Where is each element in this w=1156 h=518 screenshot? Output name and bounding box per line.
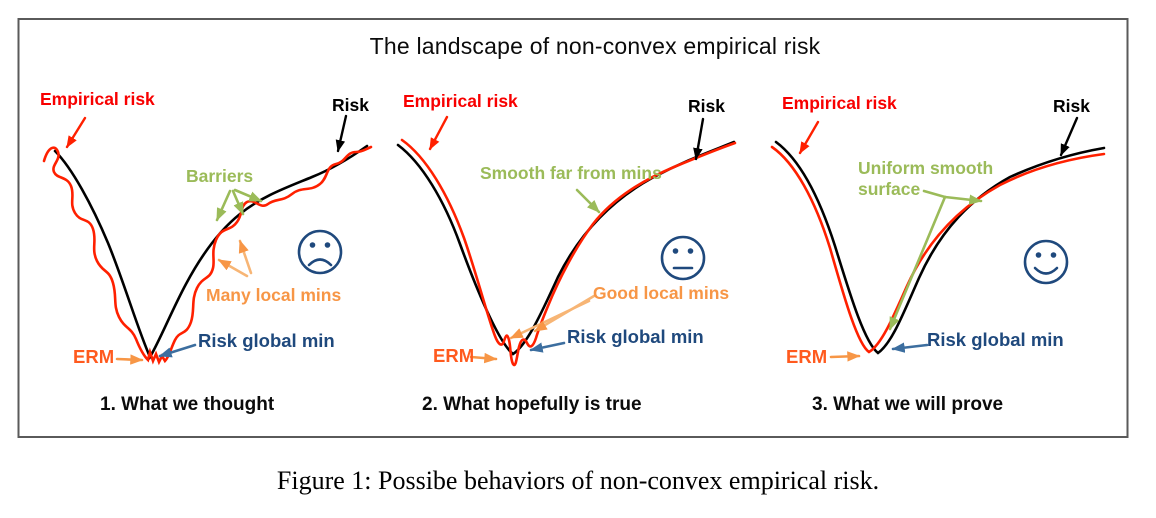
empirical-risk-curve-1 — [42, 145, 373, 366]
empirical-risk-arrow-1 — [65, 116, 87, 149]
erm-label-1: ERM — [73, 346, 115, 367]
empirical-risk-label-3: Empirical risk — [782, 93, 897, 113]
risk-curve-1 — [53, 144, 369, 360]
smooth-far-arrow — [575, 188, 601, 214]
empirical-risk-curve-3 — [770, 145, 1106, 354]
risk-global-min-label-1: Risk global min — [198, 330, 335, 351]
risk-label-1: Risk — [332, 95, 369, 115]
erm-arrow-3 — [829, 351, 861, 362]
good-local-mins-arrow-b — [533, 294, 596, 333]
figure-title: The landscape of non-convex empirical ri… — [369, 33, 821, 59]
panel-3-caption: 3. What we will prove — [812, 394, 1004, 415]
panel-2-caption: 2. What hopefully is true — [422, 394, 642, 415]
risk-label-2: Risk — [688, 96, 725, 116]
figure-caption: Figure 1: Possibe behaviors of non-conve… — [276, 466, 880, 495]
risk-global-min-arrow-2 — [529, 341, 566, 353]
many-local-mins-label: Many local mins — [206, 285, 342, 305]
figure-border — [17, 18, 1129, 438]
happy-face-icon — [1023, 239, 1069, 285]
many-local-mins-arrow-a — [217, 258, 249, 278]
panel-1-caption: 1. What we thought — [100, 394, 275, 415]
uniform-smooth-surface-label: Uniform smooth surface — [858, 158, 994, 200]
sad-face-icon — [297, 229, 343, 275]
risk-global-min-arrow-1 — [158, 343, 197, 358]
barriers-label: Barriers — [186, 166, 254, 186]
uniform-smooth-arrow-b — [943, 194, 983, 205]
panel-2-art — [396, 115, 737, 367]
risk-global-min-arrow-3 — [891, 342, 929, 353]
empirical-risk-curve-2 — [400, 138, 737, 367]
erm-arrow-1 — [115, 354, 144, 365]
uniform-smooth-connector — [922, 189, 947, 199]
barriers-arrow-b — [231, 189, 245, 216]
risk-label-3: Risk — [1053, 96, 1090, 116]
erm-arrow-2 — [469, 352, 498, 364]
erm-label-2: ERM — [433, 345, 475, 366]
risk-global-min-label-3: Risk global min — [927, 329, 1064, 350]
good-local-mins-label: Good local mins — [593, 283, 730, 303]
empirical-risk-label-2: Empirical risk — [403, 91, 518, 111]
empirical-risk-label-1: Empirical risk — [40, 89, 155, 109]
panel-3-art — [770, 116, 1106, 362]
smooth-far-from-mins-label: Smooth far from mins — [480, 163, 662, 183]
panel-1-art — [42, 114, 373, 366]
barriers-arrow-c — [233, 188, 263, 203]
many-local-mins-arrow-b — [238, 239, 253, 275]
risk-arrow-3 — [1059, 116, 1079, 157]
erm-label-3: ERM — [786, 346, 828, 367]
risk-global-min-label-2: Risk global min — [567, 326, 704, 347]
risk-arrow-2 — [693, 117, 705, 161]
barriers-arrow-a — [215, 189, 232, 222]
risk-arrow-1 — [335, 114, 348, 153]
uniform-smooth-arrow-a — [888, 195, 947, 331]
empirical-risk-arrow-2 — [428, 115, 449, 151]
empirical-risk-arrow-3 — [798, 120, 820, 155]
neutral-face-icon — [660, 235, 706, 281]
